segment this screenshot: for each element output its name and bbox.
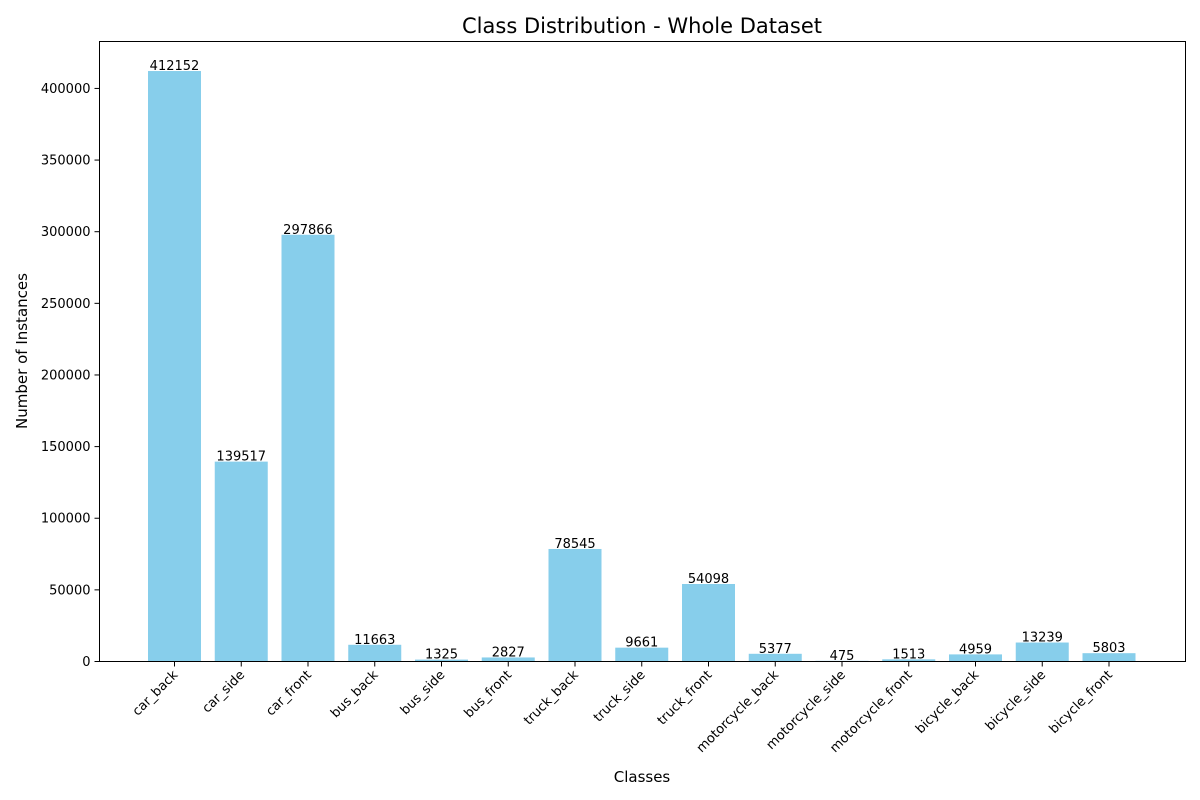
y-tick-label: 300000	[41, 225, 91, 240]
bar-motorcycle_front	[882, 659, 936, 662]
bars-group	[148, 71, 1136, 662]
data-labels-group: 412152 139517 297866 11663 1325 2827 78545 9661…	[150, 59, 1126, 664]
bar-bus_side	[415, 659, 468, 662]
x-tick-label-truck_side: truck_side	[591, 668, 649, 726]
x-axis-label: Classes	[614, 768, 671, 786]
x-tick-label-truck_back: truck_back	[521, 667, 582, 728]
y-tick-label: 100000	[41, 512, 91, 527]
x-tick-label-truck_front: truck_front	[655, 668, 716, 729]
x-tick-label-car_front: car_front	[263, 668, 315, 720]
data-label-car_front: 297866	[283, 223, 333, 238]
x-tick-label-bicycle_back: bicycle_back	[913, 667, 983, 737]
y-tick-label: 250000	[41, 297, 91, 312]
bar-bicycle_front	[1082, 653, 1136, 662]
x-tick-label-car_back: car_back	[130, 667, 182, 719]
data-label-truck_back: 78545	[554, 537, 595, 552]
data-label-bus_back: 11663	[354, 633, 395, 648]
y-tick-label: 400000	[41, 82, 91, 97]
y-tick-label: 50000	[49, 583, 90, 598]
bar-motorcycle_back	[748, 653, 802, 662]
data-label-truck_side: 9661	[625, 636, 658, 651]
y-tick-label: 150000	[41, 440, 91, 455]
data-label-bicycle_front: 5803	[1092, 641, 1125, 656]
y-axis-label: Number of Instances	[13, 273, 31, 429]
bar-car_side	[214, 461, 268, 662]
x-tick-label-bicycle_front: bicycle_front	[1047, 668, 1116, 737]
data-label-motorcycle_side: 475	[830, 649, 855, 664]
y-tick-label: 0	[82, 655, 90, 670]
x-tick-label-bus_side: bus_side	[398, 668, 448, 718]
data-label-motorcycle_front: 1513	[892, 647, 925, 662]
x-tick-label-bus_front: bus_front	[462, 668, 516, 722]
bar-bicycle_back	[949, 654, 1002, 662]
data-label-bicycle_back: 4959	[959, 642, 992, 657]
data-label-truck_front: 54098	[688, 572, 729, 587]
data-label-motorcycle_back: 5377	[759, 642, 792, 657]
data-label-car_back: 412152	[150, 59, 200, 74]
y-tick-label: 200000	[41, 368, 91, 383]
data-label-bicycle_side: 13239	[1022, 631, 1063, 646]
x-axis-ticks: car_back car_side car_front bus_back bus_sid…	[130, 661, 1116, 756]
data-label-car_side: 139517	[216, 450, 266, 465]
bar-truck_side	[615, 647, 669, 662]
bar-truck_back	[548, 548, 602, 662]
y-tick-label: 350000	[41, 154, 91, 169]
y-axis-ticks: 0 50000 100000 150000 200000 250000 300000 3500…	[41, 82, 100, 670]
x-tick-label-bus_back: bus_back	[328, 667, 382, 721]
chart-title: Class Distribution - Whole Dataset	[462, 14, 822, 38]
bar-bicycle_side	[1015, 642, 1069, 662]
data-label-bus_side: 1325	[425, 648, 458, 663]
x-tick-label-car_side: car_side	[200, 668, 249, 717]
bar-bus_back	[348, 644, 402, 662]
x-tick-label-bicycle_side: bicycle_side	[983, 668, 1049, 734]
bar-truck_front	[682, 583, 735, 662]
plot-frame	[99, 41, 1186, 662]
bar-car_front	[281, 234, 335, 662]
data-label-bus_front: 2827	[492, 645, 525, 660]
bar-bus_front	[481, 657, 535, 662]
bar-car_back	[148, 71, 201, 662]
